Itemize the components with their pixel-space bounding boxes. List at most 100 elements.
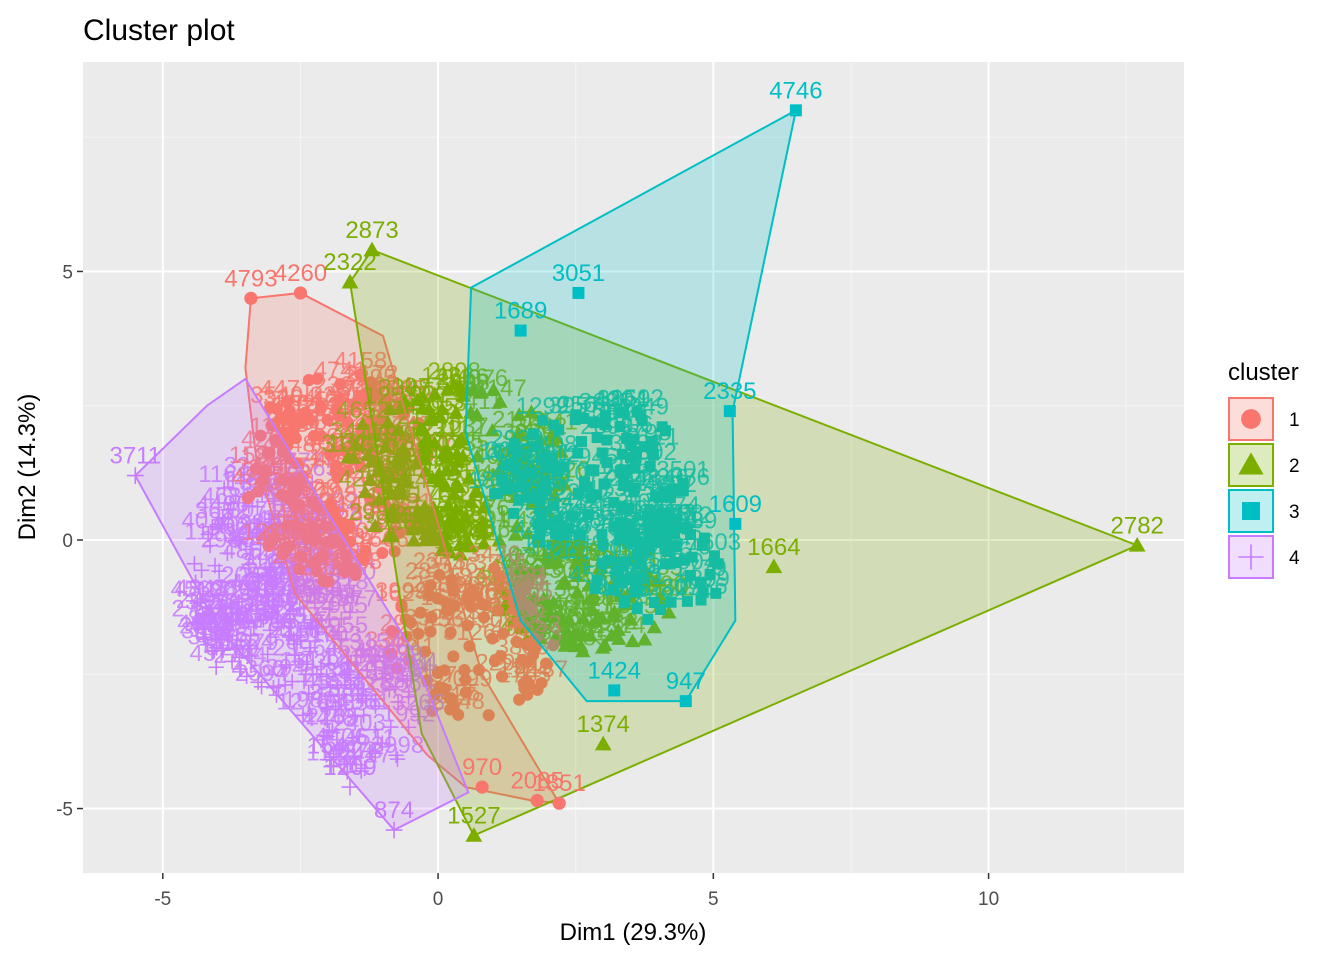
cluster-4-overplotted-label: 3022 [185,588,238,615]
point-label: 1689 [494,298,547,325]
cluster-4-point [341,577,358,594]
cluster-1-point [404,616,417,629]
cluster-3-point [553,424,565,436]
cluster-2-point [476,535,492,550]
cluster-4-point [273,619,289,635]
cluster-2-overplotted-label: 1902 [396,382,449,409]
cluster-2-point [511,425,527,440]
cluster-4-point [211,631,228,647]
cluster-4-point [343,677,359,693]
cluster-1-point [433,568,446,582]
cluster-4-point [235,473,251,489]
point-label: 2335 [703,378,756,405]
cluster-4-overplotted-label: 2996 [272,635,325,662]
cluster-4-overplotted-label: 2263 [227,600,280,627]
cluster-2-overplotted-label: 3874 [494,543,547,570]
cluster-3-point [596,447,608,459]
cluster-2-point [432,409,448,423]
cluster-1-overplotted-label: 2948 [432,688,485,715]
cluster-1-point [307,430,320,443]
point-label: 2322 [323,249,376,276]
cluster-2-point [422,528,438,542]
cluster-1-overplotted-label: 2546 [425,553,478,580]
cluster-2-point [410,502,426,517]
point-label: 2873 [345,217,398,244]
legend-key-1: 1 [1228,397,1300,441]
cluster-3-point [668,485,680,497]
cluster-2-point [637,632,653,646]
cluster-4-point [323,758,339,775]
cluster-1-point [459,673,472,686]
cluster-4-overplotted-label: 1161 [198,461,250,488]
cluster-2-point [765,558,783,574]
cluster-3-point [513,494,525,506]
cluster-1-point [349,397,362,410]
cluster-2-point [587,613,604,628]
cluster-3-point [685,529,697,541]
cluster-1-overplotted-label: 1414 [310,491,363,518]
cluster-4-point [216,480,232,496]
cluster-4-point [295,707,311,724]
cluster-2-overplotted-label: 2808 [427,358,480,385]
cluster-3-point [555,520,567,532]
x-tick-label: 0 [433,889,444,910]
cluster-2-overplotted-label: 3571 [404,502,457,529]
cluster-3-point [677,485,689,497]
cluster-1-point [418,645,431,658]
cluster-4-point [351,728,367,745]
cluster-4-point [292,633,309,649]
cluster-3-point [543,519,555,531]
cluster-1-point [531,683,544,696]
cluster-2-overplotted-label: 3991 [457,506,510,533]
cluster-2-point [438,463,455,477]
cluster-2-point [622,611,639,626]
cluster-3-point [615,407,627,419]
cluster-4-point [258,588,274,605]
cluster-1-point [428,688,442,701]
cluster-3-point [509,438,521,450]
cluster-4-point [319,701,336,718]
cluster-1-point [526,603,539,616]
cluster-4-point [385,821,403,839]
legend-marker [1238,452,1264,475]
cluster-4-point [374,735,391,751]
cluster-1-point [373,413,386,427]
cluster-4-point [342,604,358,620]
cluster-3-point [620,464,632,476]
cluster-3-point [628,527,640,539]
cluster-3-point [608,584,620,596]
cluster-1-point [479,599,492,612]
cluster-4-point [200,526,216,543]
cluster-4-point [262,622,279,638]
cluster-2-point [450,434,466,449]
cluster-2-point [535,591,552,605]
cluster-2-point [491,462,508,476]
cluster-3-point [654,491,666,503]
cluster-1-point [283,539,296,552]
cluster-1-point [458,664,471,677]
cluster-2-point [491,532,507,547]
cluster-4-point [299,656,315,672]
cluster-3-point [669,528,681,540]
cluster-2-point [365,453,382,467]
cluster-4-point [126,467,144,484]
cluster-3-point [708,556,720,568]
cluster-4-point [333,631,350,647]
cluster-3-point [615,577,627,589]
cluster-3-point [526,467,538,479]
cluster-1-point [311,372,324,385]
cluster-3-point [536,453,548,465]
cluster-4-point [242,637,258,654]
cluster-2-point [568,555,584,570]
cluster-2-point [553,444,569,458]
cluster-1-point [497,627,510,640]
cluster-1-point [425,611,438,624]
cluster-4-point [230,594,247,610]
cluster-4-overplotted-label: 2403 [332,709,385,736]
cluster-3-point [623,520,635,532]
cluster-2-point [648,573,665,587]
cluster-1-point [277,474,291,487]
cluster-2-overplotted-label: 3076 [456,495,509,522]
cluster-1-point [243,490,256,503]
cluster-4-overplotted-label: 3604 [188,623,241,650]
